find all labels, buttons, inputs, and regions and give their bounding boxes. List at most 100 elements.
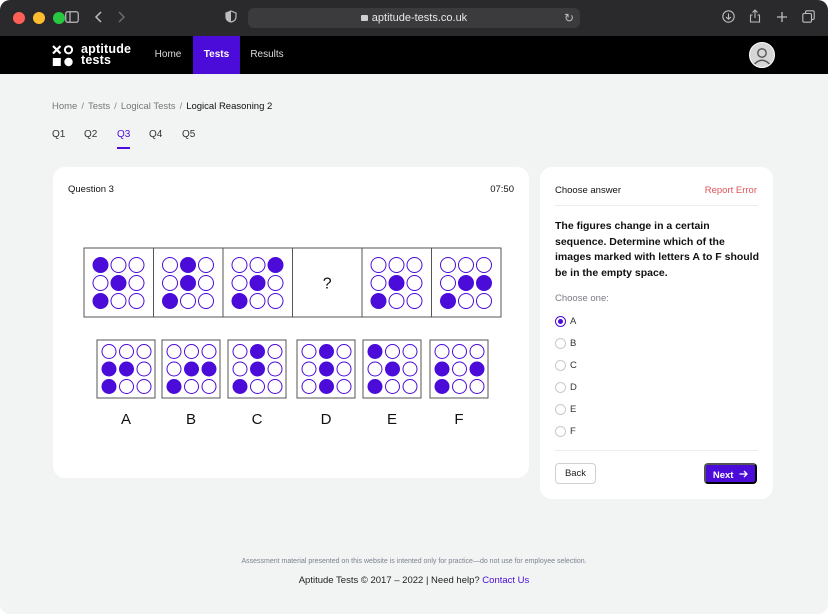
option-c-dot bbox=[267, 344, 283, 359]
sequence-cell-dot bbox=[458, 257, 474, 273]
tab-q2[interactable]: Q2 bbox=[84, 129, 98, 140]
answer-card: Choose answer Report Error The figures c… bbox=[540, 167, 773, 499]
sequence-cell-dot bbox=[370, 275, 387, 291]
sequence-cell-dot bbox=[231, 275, 248, 291]
copyright-text: Aptitude Tests © 2017 – 2022 | Need help… bbox=[298, 575, 480, 586]
breadcrumb-home[interactable]: Home bbox=[52, 101, 78, 112]
option-d-dot bbox=[301, 344, 317, 359]
minimize-window-button[interactable] bbox=[33, 12, 45, 24]
breadcrumb: Home / Tests / Logical Tests / Logical Reasoni… bbox=[52, 101, 273, 112]
tabs-overview-icon[interactable] bbox=[798, 8, 818, 28]
radio-f[interactable] bbox=[555, 426, 566, 437]
breadcrumb-logical-tests[interactable]: Logical Tests bbox=[120, 101, 176, 112]
sequence-cell-dot bbox=[440, 275, 456, 291]
tab-q3[interactable]: Q3 bbox=[117, 129, 131, 149]
reload-icon[interactable]: ↻ bbox=[563, 11, 574, 25]
sequence-cell-dot bbox=[267, 257, 284, 273]
report-error-link[interactable]: Report Error bbox=[704, 185, 757, 196]
option-a-dot bbox=[119, 379, 134, 394]
option-e-dot bbox=[385, 344, 400, 359]
option-f-dot bbox=[452, 379, 467, 394]
option-a-dot bbox=[101, 361, 117, 377]
option-a-dot bbox=[136, 361, 152, 377]
next-button[interactable]: Next bbox=[704, 463, 757, 484]
option-e-dot bbox=[367, 379, 383, 394]
arrow-right-icon bbox=[736, 470, 749, 481]
tab-q1[interactable]: Q1 bbox=[52, 129, 66, 140]
new-tab-icon[interactable] bbox=[772, 8, 792, 28]
lock-icon bbox=[360, 15, 368, 21]
radio-d[interactable] bbox=[555, 382, 566, 393]
sequence-cell-dot bbox=[162, 275, 178, 291]
option-e-dot bbox=[402, 379, 418, 394]
shield-icon[interactable] bbox=[221, 8, 241, 28]
option-b-dot bbox=[166, 379, 182, 394]
radio-c[interactable] bbox=[555, 360, 566, 371]
option-f-dot bbox=[434, 344, 450, 359]
sequence-cell-dot bbox=[198, 257, 214, 273]
option-f-dot bbox=[452, 361, 467, 377]
zoom-window-button[interactable] bbox=[53, 12, 65, 24]
sequence-cell-dot bbox=[476, 257, 492, 273]
option-b-dot bbox=[201, 344, 217, 359]
sequence-cell-dot bbox=[370, 257, 387, 273]
site-logo[interactable]: aptitude tests bbox=[52, 43, 132, 68]
sequence-cell-dot bbox=[406, 257, 423, 273]
radio-a[interactable] bbox=[555, 316, 566, 327]
sequence-cell-dot bbox=[110, 257, 127, 273]
option-d-dot bbox=[336, 344, 352, 359]
sidebar-icon[interactable] bbox=[62, 8, 82, 28]
back-icon[interactable] bbox=[89, 8, 109, 28]
option-letter-e: E bbox=[387, 411, 397, 428]
contact-us-link[interactable]: Contact Us bbox=[482, 575, 530, 586]
sequence-cell-dot bbox=[406, 275, 423, 291]
sequence-cell-dot bbox=[267, 293, 284, 309]
sequence-cell-dot bbox=[406, 293, 423, 309]
logo-mark-icon bbox=[52, 45, 74, 67]
close-window-button[interactable] bbox=[13, 12, 25, 24]
browser-toolbar: aptitude-tests.co.uk ↻ bbox=[0, 0, 828, 36]
sequence-cell-dot bbox=[476, 275, 492, 291]
sequence-cell-dot bbox=[458, 275, 474, 291]
back-button[interactable]: Back bbox=[555, 463, 596, 484]
option-d-dot bbox=[301, 379, 317, 394]
tab-q4[interactable]: Q4 bbox=[149, 129, 163, 140]
option-f-dot bbox=[434, 379, 450, 394]
download-icon[interactable] bbox=[718, 8, 738, 28]
radio-b[interactable] bbox=[555, 338, 566, 349]
footer-copyright: Aptitude Tests © 2017 – 2022 | Need help… bbox=[0, 575, 828, 586]
sequence-cell-dot bbox=[198, 293, 214, 309]
option-letter-f: F bbox=[454, 411, 463, 428]
sequence-cell-dot bbox=[388, 293, 405, 309]
address-url: aptitude-tests.co.uk bbox=[371, 12, 468, 24]
option-b-label: B bbox=[570, 338, 577, 349]
option-letter-b: B bbox=[186, 411, 196, 428]
sequence-cell-dot bbox=[162, 293, 178, 309]
option-c-dot bbox=[250, 344, 265, 359]
user-avatar[interactable] bbox=[749, 42, 775, 68]
option-b-dot bbox=[184, 344, 199, 359]
option-c-dot bbox=[232, 361, 248, 377]
option-e-label: E bbox=[570, 404, 577, 415]
sequence-cell-dot bbox=[110, 293, 127, 309]
nav-tests[interactable]: Tests bbox=[193, 36, 240, 74]
sequence-cell-dot bbox=[231, 257, 248, 273]
radio-e[interactable] bbox=[555, 404, 566, 415]
option-d-dot bbox=[319, 344, 334, 359]
sequence-cell-dot bbox=[440, 293, 456, 309]
nav-home[interactable]: Home bbox=[154, 49, 182, 60]
address-bar[interactable]: aptitude-tests.co.uk ↻ bbox=[248, 8, 580, 28]
sequence-cell-dot bbox=[180, 275, 196, 291]
missing-cell-symbol: ? bbox=[323, 276, 332, 293]
option-letter-a: A bbox=[121, 411, 131, 428]
option-letter-c: C bbox=[252, 411, 263, 428]
tab-q5[interactable]: Q5 bbox=[182, 129, 196, 140]
question-prompt: The figures change in a certain sequence… bbox=[555, 220, 760, 279]
option-d-dot bbox=[319, 379, 334, 394]
option-e-dot bbox=[385, 361, 400, 377]
breadcrumb-tests[interactable]: Tests bbox=[87, 101, 111, 112]
nav-results[interactable]: Results bbox=[250, 49, 284, 60]
forward-icon[interactable] bbox=[111, 8, 131, 28]
share-icon[interactable] bbox=[745, 8, 765, 28]
